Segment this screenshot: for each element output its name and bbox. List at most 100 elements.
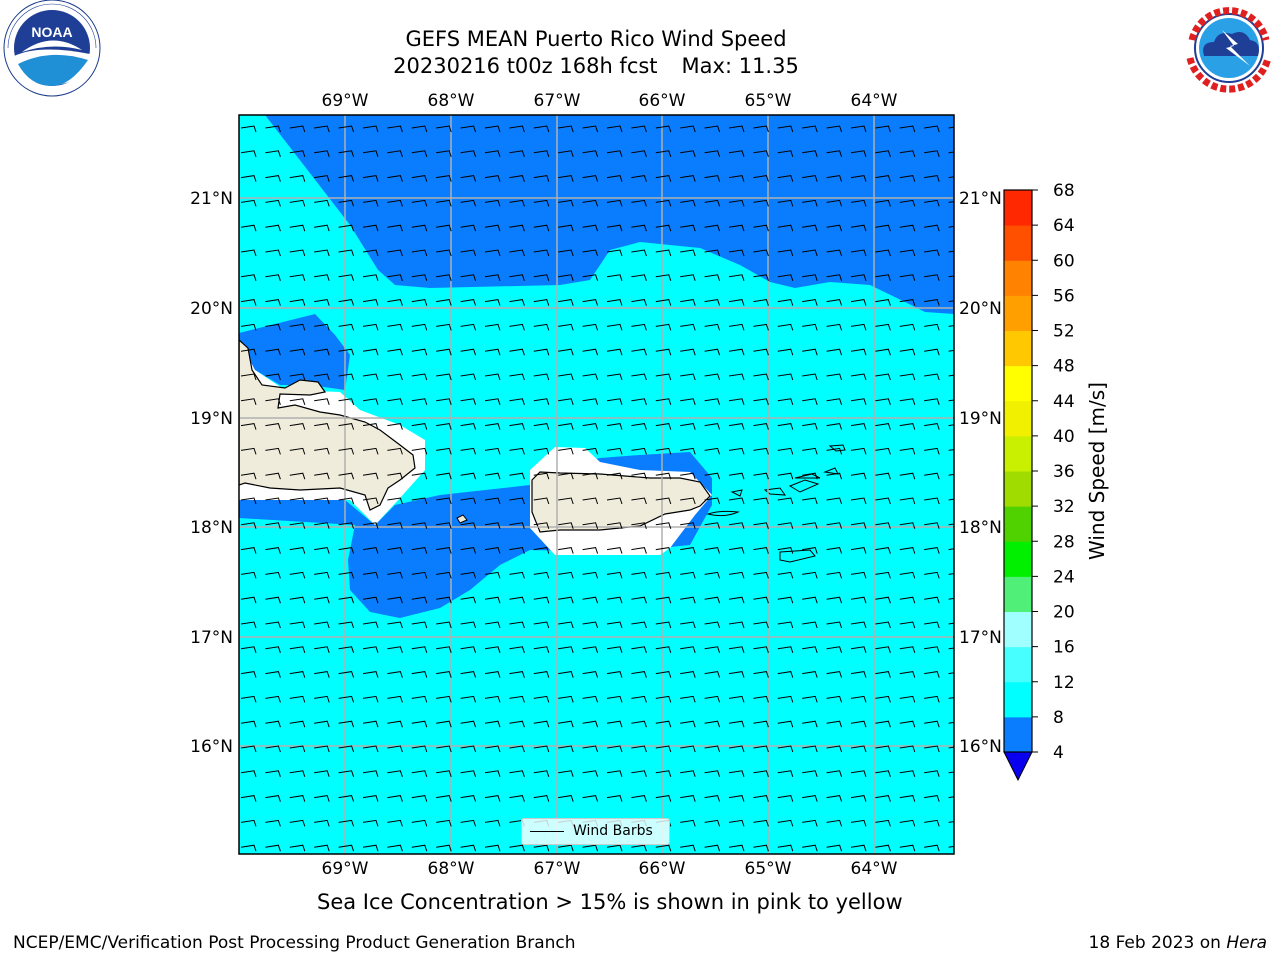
wind-barb (533, 348, 550, 356)
wind-barb (680, 175, 696, 182)
wind-barb (631, 274, 647, 281)
wind-barb (655, 695, 672, 703)
wind-barb (826, 844, 843, 852)
wind-barb (899, 125, 916, 133)
wind-barb (265, 571, 281, 579)
wind-barb (411, 695, 428, 703)
wind-barb (875, 522, 891, 529)
wind-barb (826, 571, 843, 579)
wind-barb (850, 423, 867, 430)
wind-barb (265, 299, 281, 306)
wind-barb (826, 695, 843, 703)
wind-barb (704, 398, 721, 405)
wind-barb (875, 398, 891, 405)
colorbar-segment (1004, 681, 1032, 718)
wind-barb (631, 423, 647, 430)
wind-barb (899, 795, 916, 802)
colorbar-segment (1004, 646, 1032, 683)
wind-barb (338, 547, 355, 554)
wind-barb (802, 571, 818, 579)
colorbar-tick-label: 24 (1053, 567, 1075, 587)
wind-barb (655, 323, 672, 331)
wind-barb (655, 621, 672, 629)
wind-barb (436, 472, 452, 480)
wind-barb (387, 844, 403, 852)
wind-barb (924, 720, 940, 728)
wind-barb (899, 497, 916, 505)
wind-barb (289, 596, 306, 604)
wind-barb (924, 571, 940, 579)
wind-barb (289, 348, 306, 356)
wind-barb (631, 646, 647, 653)
wind-barb (704, 695, 721, 703)
wind-barb (753, 373, 769, 381)
wind-barb (533, 150, 550, 157)
wind-barb (387, 175, 403, 182)
wind-barb (728, 497, 745, 505)
wind-barb (631, 125, 647, 133)
wind-barb (802, 596, 818, 604)
wind-barb (362, 249, 379, 257)
wind-barb (582, 199, 599, 207)
wind-barb (680, 745, 696, 753)
wind-barb (509, 621, 525, 629)
wind-barb (314, 348, 330, 356)
lat-label-right: 19°N (959, 409, 1002, 429)
colorbar-segment (1004, 576, 1032, 612)
wind-barb (899, 547, 916, 554)
wind-barb (802, 695, 818, 703)
graticule (239, 115, 954, 854)
wind-barb (411, 844, 428, 852)
wind-barb (753, 646, 769, 653)
wind-barb (924, 646, 940, 653)
wind-barb (533, 199, 550, 207)
wind-barb (680, 844, 696, 852)
wind-barb (289, 795, 306, 802)
wind-barb (362, 348, 379, 356)
wind-barb (899, 621, 916, 629)
wind-barb (411, 423, 428, 430)
wind-barb (924, 795, 940, 802)
wind-barb (362, 571, 379, 579)
wind-barb (484, 596, 501, 604)
wind-barb (948, 374, 954, 377)
wind-barb (533, 249, 550, 257)
wind-barb (606, 596, 623, 604)
wind-barb (411, 199, 428, 207)
wind-barb (777, 497, 794, 505)
wind-barb (509, 497, 525, 505)
wind-barb (265, 522, 281, 529)
wind-barb (436, 621, 452, 629)
wind-barb (314, 125, 330, 133)
wind-barb (924, 447, 940, 455)
wind-barb (631, 348, 647, 356)
wind-barb (777, 646, 794, 653)
wind-barb (948, 473, 954, 476)
wind-barb (265, 646, 281, 653)
wind-barb (582, 621, 599, 629)
wind-barb (777, 844, 794, 852)
wind-barb (265, 819, 281, 827)
colorbar-segment (1004, 365, 1032, 402)
wind-barb (484, 671, 501, 678)
wind-barb (899, 348, 916, 356)
wind-barb (558, 720, 574, 728)
wind-barb (875, 373, 891, 381)
colorbar-segment (1004, 716, 1032, 753)
wind-barb (484, 621, 501, 629)
wind-barb (338, 571, 355, 579)
wind-barb (314, 274, 330, 281)
wind-barb (289, 522, 306, 529)
wind-barb (850, 323, 867, 331)
wind-barb (704, 249, 721, 257)
wind-barb (631, 398, 647, 405)
wind-barb (338, 199, 355, 207)
wind-barb (680, 522, 696, 529)
wind-barb (777, 323, 794, 331)
wind-barb (802, 398, 818, 405)
low-speed-region-west (239, 314, 350, 390)
wind-barb (606, 745, 623, 753)
wind-barb (850, 621, 867, 629)
wind-barb (899, 745, 916, 753)
wind-barb (460, 249, 477, 257)
